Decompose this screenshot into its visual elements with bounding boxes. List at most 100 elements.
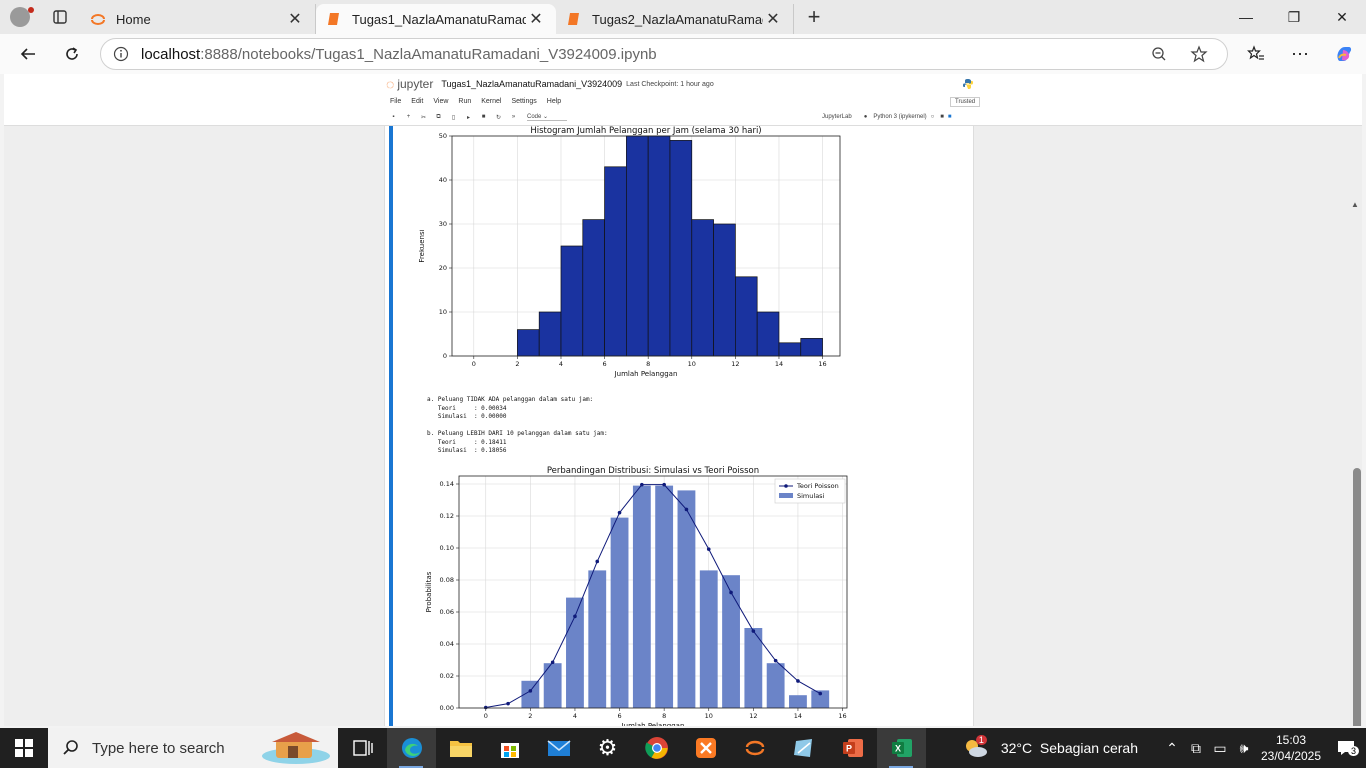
- scroll-up-icon[interactable]: ▲: [1351, 200, 1359, 209]
- task-view-button[interactable]: [338, 728, 387, 768]
- excel-taskbar-button[interactable]: X: [877, 728, 926, 768]
- start-button[interactable]: [0, 728, 48, 768]
- jupyter-icon: [745, 740, 764, 756]
- xampp-icon: [695, 738, 716, 758]
- notebook-favicon-icon: [568, 13, 579, 25]
- jupyter-header: ◌ jupyter Tugas1_NazlaAmanatuRamadani_V39…: [4, 74, 1362, 126]
- tab-title: Home: [116, 11, 151, 27]
- clock[interactable]: 15:03 23/04/2025: [1256, 732, 1326, 764]
- cell-type-select[interactable]: Code ⌄: [527, 113, 567, 121]
- edge-taskbar-button[interactable]: [387, 728, 436, 768]
- histogram-bar: [626, 135, 649, 357]
- meet-now-icon[interactable]: ⧉: [1191, 739, 1201, 756]
- jupyter-taskbar-button[interactable]: [730, 728, 779, 768]
- browser-toolbar: localhost:8888/notebooks/Tugas1_NazlaAma…: [0, 34, 1366, 74]
- snipping-taskbar-button[interactable]: [779, 728, 828, 768]
- search-icon: [63, 740, 78, 755]
- run-icon[interactable]: ▸: [466, 114, 470, 121]
- simulasi-bar: [521, 680, 540, 708]
- excel-icon: X: [891, 739, 912, 757]
- close-tab-icon[interactable]: ✕: [288, 11, 302, 28]
- save-icon[interactable]: ▪: [392, 114, 395, 120]
- chevron-up-icon[interactable]: ⌃: [1166, 739, 1178, 756]
- notebook-name[interactable]: Tugas1_NazlaAmanatuRamadani_V3924009: [441, 79, 623, 89]
- favorites-icon[interactable]: [1234, 45, 1278, 63]
- debug-icon[interactable]: ■: [940, 114, 944, 120]
- histogram-bar: [713, 223, 736, 357]
- back-button[interactable]: [6, 34, 50, 74]
- minimize-button[interactable]: —: [1239, 9, 1253, 25]
- y-tick-label: 0.02: [440, 672, 454, 680]
- fast-forward-icon[interactable]: »: [511, 114, 516, 120]
- x-tick-label: 0: [484, 712, 488, 720]
- tab-tugas2[interactable]: Tugas2_NazlaAmanatuRamadani_ ✕: [556, 4, 794, 34]
- kernel-idle-icon: ○: [930, 114, 935, 120]
- vertical-scrollbar[interactable]: ▲ ▼: [1350, 200, 1362, 726]
- insert-cell-icon[interactable]: +: [406, 114, 411, 120]
- teori-poisson-line: [485, 484, 821, 709]
- cut-icon[interactable]: ✂: [420, 114, 427, 121]
- favorite-star-icon[interactable]: [1179, 45, 1219, 63]
- paste-icon[interactable]: ▯: [451, 114, 456, 121]
- teori-poisson-point: [573, 614, 577, 619]
- more-icon[interactable]: ⋯: [1291, 43, 1309, 64]
- menu-kernel[interactable]: Kernel: [481, 98, 502, 105]
- restart-icon[interactable]: ↻: [495, 114, 502, 121]
- volume-icon[interactable]: 🕪: [1239, 739, 1249, 756]
- powerpoint-taskbar-button[interactable]: P: [828, 728, 877, 768]
- copilot-icon[interactable]: [1322, 44, 1366, 64]
- mail-taskbar-button[interactable]: [534, 728, 583, 768]
- weather-widget[interactable]: 1 32°C Sebagian cerah: [962, 735, 1138, 759]
- simulasi-bar: [632, 485, 651, 708]
- menu-help[interactable]: Help: [546, 98, 562, 105]
- y-tick-label: 0: [443, 352, 447, 360]
- kernel-name[interactable]: Python 3 (ipykernel): [873, 114, 927, 120]
- reload-button[interactable]: [50, 34, 94, 74]
- stop-icon[interactable]: ■: [481, 114, 486, 120]
- address-bar[interactable]: localhost:8888/notebooks/Tugas1_NazlaAma…: [100, 38, 1228, 70]
- x-tick-label: 6: [617, 712, 621, 720]
- jupyter-logo[interactable]: ◌ jupyter: [386, 76, 434, 92]
- xampp-taskbar-button[interactable]: [681, 728, 730, 768]
- menu-file[interactable]: File: [390, 98, 402, 105]
- x-tick-label: 16: [838, 712, 846, 720]
- scrollbar-thumb[interactable]: [1353, 468, 1361, 726]
- window-controls: — ❐ ✕: [1222, 0, 1366, 34]
- settings-taskbar-button[interactable]: ⚙: [583, 728, 632, 768]
- tab-home[interactable]: Home ✕: [80, 4, 316, 34]
- x-tick-label: 2: [528, 712, 532, 720]
- new-tab-button[interactable]: +: [794, 0, 834, 34]
- profile-button[interactable]: [0, 0, 40, 34]
- settings-icon[interactable]: ■: [947, 114, 952, 120]
- close-tab-icon[interactable]: ✕: [529, 11, 543, 28]
- store-taskbar-button[interactable]: [485, 728, 534, 768]
- teori-poisson-point: [506, 701, 510, 706]
- copy-icon[interactable]: ⧉: [436, 113, 441, 120]
- task-view-icon: [352, 740, 373, 756]
- chrome-taskbar-button[interactable]: [632, 728, 681, 768]
- histogram-chart: 0 2 4 6 8 10 12 14 16 0 10 20 30 40 50 Histogram Jumlah…: [419, 126, 841, 378]
- close-window-button[interactable]: ✕: [1336, 8, 1348, 25]
- close-tab-icon[interactable]: ✕: [766, 11, 780, 28]
- y-tick-label: 0.10: [440, 544, 454, 552]
- notification-button[interactable]: 3: [1326, 740, 1366, 756]
- jupyterlab-link[interactable]: JupyterLab: [822, 114, 852, 120]
- menu-view[interactable]: View: [433, 98, 449, 105]
- zoom-icon[interactable]: [1139, 46, 1179, 62]
- file-explorer-taskbar-button[interactable]: [436, 728, 485, 768]
- battery-icon[interactable]: ▭: [1213, 739, 1227, 756]
- trusted-badge[interactable]: Trusted: [950, 97, 981, 107]
- restore-button[interactable]: ❐: [1287, 8, 1301, 25]
- x-axis-label: Jumlah Pelanggan: [621, 722, 685, 726]
- menu-run[interactable]: Run: [458, 98, 472, 105]
- simulasi-bar: [543, 663, 562, 708]
- menu-edit[interactable]: Edit: [411, 98, 424, 105]
- y-tick-label: 30: [439, 220, 447, 228]
- taskbar-search[interactable]: Type here to search: [48, 728, 338, 768]
- tab-actions-button[interactable]: [40, 0, 80, 34]
- menu-settings[interactable]: Settings: [511, 98, 537, 105]
- tab-tugas1[interactable]: Tugas1_NazlaAmanatuRamadani_ ✕: [316, 4, 556, 34]
- info-icon[interactable]: [101, 46, 141, 62]
- profile-avatar-icon: [10, 7, 30, 27]
- x-tick-label: 0: [472, 360, 476, 368]
